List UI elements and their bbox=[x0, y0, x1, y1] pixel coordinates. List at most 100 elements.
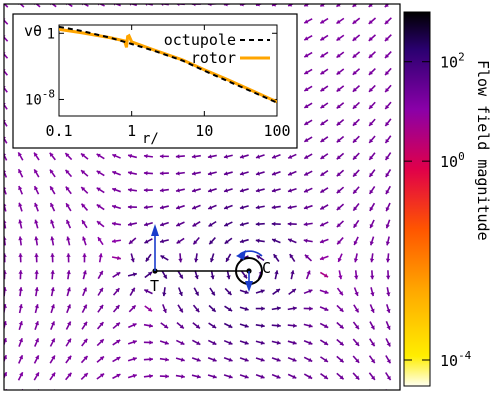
field-arrow bbox=[255, 205, 265, 210]
field-arrow bbox=[128, 322, 137, 329]
inset-y-tick-label: 1 bbox=[47, 26, 55, 42]
field-arrow bbox=[320, 389, 322, 390]
colorbar-gradient bbox=[403, 11, 431, 387]
field-arrow bbox=[287, 221, 297, 227]
field-arrow bbox=[239, 289, 249, 295]
field-arrow bbox=[96, 153, 105, 160]
rotation-arrowhead bbox=[236, 250, 246, 260]
field-arrow bbox=[385, 253, 391, 263]
field-arrow bbox=[223, 188, 233, 193]
field-arrow bbox=[289, 253, 296, 263]
field-arrow bbox=[175, 339, 185, 346]
field-arrow bbox=[368, 84, 376, 93]
field-arrow bbox=[194, 270, 199, 280]
field-arrow bbox=[210, 270, 215, 280]
field-arrow bbox=[17, 152, 24, 161]
field-arrow bbox=[17, 371, 24, 381]
field-arrow bbox=[111, 170, 121, 176]
field-arrow bbox=[354, 270, 359, 280]
field-arrow bbox=[320, 136, 329, 143]
colorbar-tick-label: 102 bbox=[440, 51, 465, 72]
point-label-C: C bbox=[262, 259, 271, 277]
field-arrow bbox=[80, 152, 89, 160]
field-arrow bbox=[303, 187, 313, 193]
field-arrow bbox=[50, 270, 55, 280]
field-arrow bbox=[49, 372, 56, 381]
field-arrow bbox=[96, 203, 105, 211]
field-arrow bbox=[127, 272, 137, 277]
field-arrow bbox=[162, 287, 167, 297]
field-arrow bbox=[336, 203, 345, 211]
field-arrow bbox=[144, 271, 153, 279]
field-arrow bbox=[143, 205, 153, 210]
field-arrow bbox=[159, 205, 169, 210]
field-arrow bbox=[143, 357, 153, 362]
field-arrow bbox=[34, 236, 39, 246]
field-arrow bbox=[370, 270, 375, 280]
field-arrow bbox=[98, 253, 103, 263]
field-arrow bbox=[112, 321, 121, 330]
field-arrow bbox=[320, 153, 329, 160]
field-arrow bbox=[191, 171, 201, 176]
field-arrow bbox=[34, 321, 39, 331]
field-arrow bbox=[65, 202, 72, 212]
field-arrow bbox=[303, 221, 313, 227]
field-arrow bbox=[144, 289, 153, 295]
field-arrow bbox=[320, 119, 329, 126]
field-arrow bbox=[352, 34, 361, 42]
field-arrow bbox=[368, 372, 376, 381]
field-arrow bbox=[160, 254, 169, 261]
field-arrow bbox=[223, 374, 233, 379]
field-arrow bbox=[319, 221, 329, 227]
field-arrow bbox=[144, 238, 153, 244]
field-arrow bbox=[255, 188, 265, 193]
velocity-arrowhead-C bbox=[245, 281, 253, 292]
field-arrow bbox=[64, 152, 73, 161]
field-arrow bbox=[81, 338, 88, 347]
field-arrow bbox=[304, 254, 313, 262]
field-arrow bbox=[368, 67, 376, 76]
field-arrow bbox=[223, 322, 233, 329]
field-arrow bbox=[352, 135, 360, 144]
field-arrow bbox=[353, 253, 359, 263]
field-arrow bbox=[49, 185, 56, 195]
field-arrow bbox=[385, 219, 391, 229]
field-arrow bbox=[223, 339, 233, 345]
field-arrow bbox=[223, 357, 233, 362]
field-arrow bbox=[80, 372, 89, 380]
field-arrow bbox=[49, 169, 56, 178]
field-arrow bbox=[303, 238, 313, 243]
field-arrow bbox=[50, 236, 55, 246]
field-arrow bbox=[18, 202, 23, 212]
field-arrow bbox=[352, 51, 361, 59]
field-arrow bbox=[207, 188, 217, 193]
field-arrow bbox=[336, 304, 344, 313]
field-arrow bbox=[272, 288, 281, 295]
field-arrow bbox=[287, 170, 297, 176]
field-arrow bbox=[192, 339, 201, 346]
field-arrow bbox=[336, 169, 345, 177]
field-arrow bbox=[352, 321, 360, 330]
field-arrow bbox=[303, 153, 313, 160]
field-arrow bbox=[33, 152, 40, 161]
field-arrow bbox=[271, 323, 281, 328]
point-label-T: T bbox=[150, 277, 159, 295]
field-arrow bbox=[96, 220, 105, 228]
field-arrow bbox=[159, 171, 169, 176]
field-arrow bbox=[319, 238, 329, 244]
field-arrow bbox=[288, 288, 297, 296]
field-arrow bbox=[384, 118, 392, 127]
field-arrow bbox=[239, 205, 249, 210]
field-arrow bbox=[175, 357, 185, 362]
field-arrow bbox=[271, 188, 281, 193]
field-arrow bbox=[402, 389, 407, 394]
field-arrow bbox=[96, 170, 105, 177]
field-arrow bbox=[287, 238, 297, 244]
field-arrow bbox=[112, 271, 121, 278]
field-arrow bbox=[271, 221, 281, 227]
field-arrow bbox=[143, 221, 153, 227]
field-arrow bbox=[143, 323, 153, 328]
series-line-octupole bbox=[59, 25, 277, 104]
field-arrow bbox=[303, 289, 313, 295]
field-arrow bbox=[143, 340, 153, 345]
